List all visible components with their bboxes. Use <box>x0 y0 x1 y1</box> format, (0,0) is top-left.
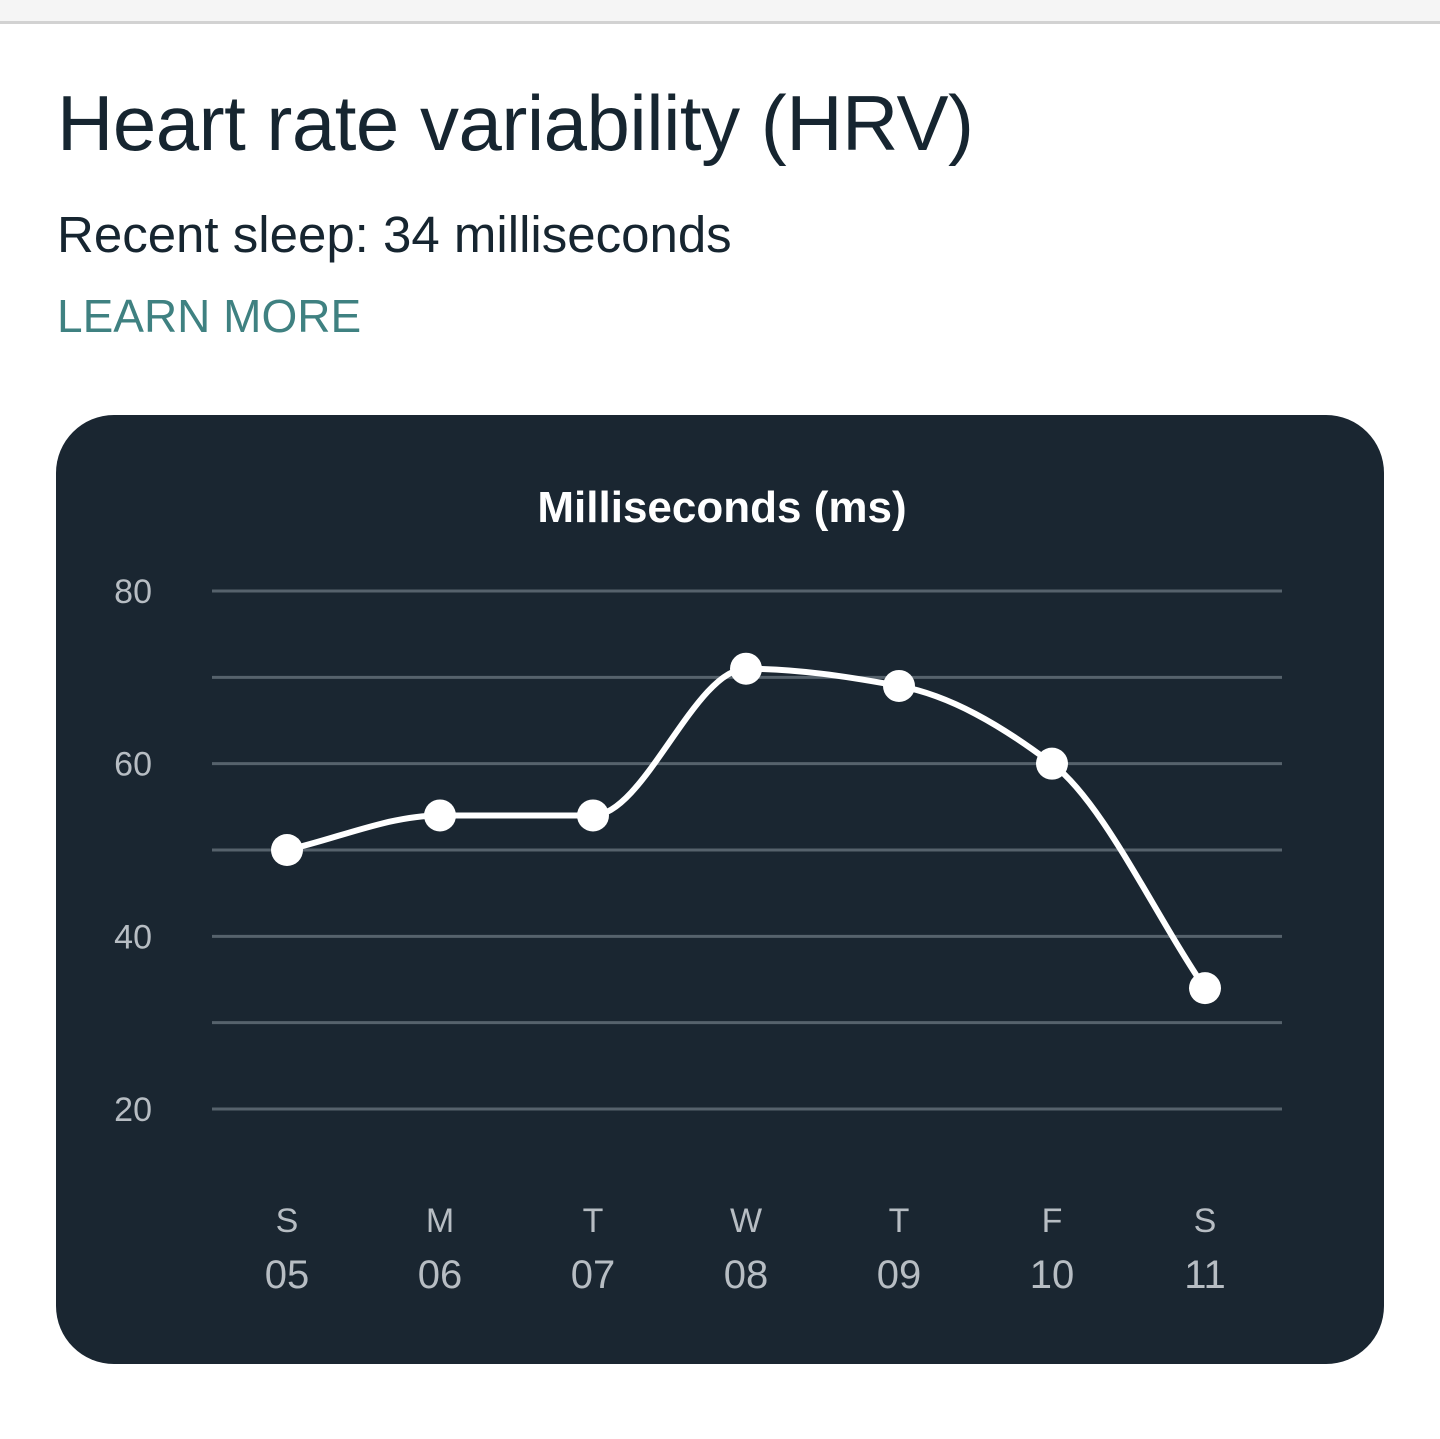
page-title: Heart rate variability (HRV) <box>57 79 974 167</box>
data-point-09 <box>883 669 915 702</box>
x-tick-day-label: T <box>889 1202 910 1240</box>
x-tick-day-label: T <box>583 1202 604 1240</box>
x-tick-day-label: S <box>1194 1202 1217 1240</box>
x-axis-ticks: S 05 M 06 T 07 W 08 T 09 F 10 S 11 <box>265 1202 1226 1297</box>
x-tick-date-label: 08 <box>724 1253 769 1297</box>
y-tick-label: 40 <box>114 918 152 956</box>
learn-more-link[interactable]: LEARN MORE <box>57 290 362 342</box>
data-point-11 <box>1189 972 1221 1005</box>
x-tick-day-label: W <box>730 1202 762 1240</box>
data-point-07 <box>577 799 609 832</box>
x-tick-date-label: 06 <box>418 1253 463 1297</box>
y-tick-label: 60 <box>114 746 152 784</box>
top-divider <box>0 0 1440 24</box>
x-tick-date-label: 05 <box>265 1253 310 1297</box>
y-tick-label: 80 <box>114 573 152 611</box>
x-tick-day-label: M <box>426 1202 454 1240</box>
chart-title: Milliseconds (ms) <box>537 483 906 532</box>
x-tick-date-label: 11 <box>1184 1253 1226 1297</box>
x-tick-day-label: F <box>1042 1202 1063 1240</box>
recent-sleep-summary: Recent sleep: 34 milliseconds <box>57 206 732 263</box>
data-point-08 <box>730 652 762 685</box>
hrv-line-chart: Milliseconds (ms) 20 40 60 80 S 05 M 06 T 07 W 08 T… <box>114 483 1282 1297</box>
data-point-06 <box>424 799 456 832</box>
x-tick-date-label: 09 <box>877 1253 922 1297</box>
x-tick-date-label: 10 <box>1030 1253 1075 1297</box>
hrv-series-line <box>284 665 1208 992</box>
hrv-chart-card: Milliseconds (ms) 20 40 60 80 S 05 M 06 T 07 W 08 T… <box>56 415 1384 1364</box>
hrv-data-points <box>271 652 1221 1005</box>
y-axis-ticks: 20 40 60 80 <box>114 573 152 1129</box>
x-tick-date-label: 07 <box>571 1253 616 1297</box>
y-tick-label: 20 <box>114 1091 152 1129</box>
data-point-10 <box>1036 747 1068 780</box>
x-tick-day-label: S <box>276 1202 299 1240</box>
data-point-05 <box>271 834 303 866</box>
